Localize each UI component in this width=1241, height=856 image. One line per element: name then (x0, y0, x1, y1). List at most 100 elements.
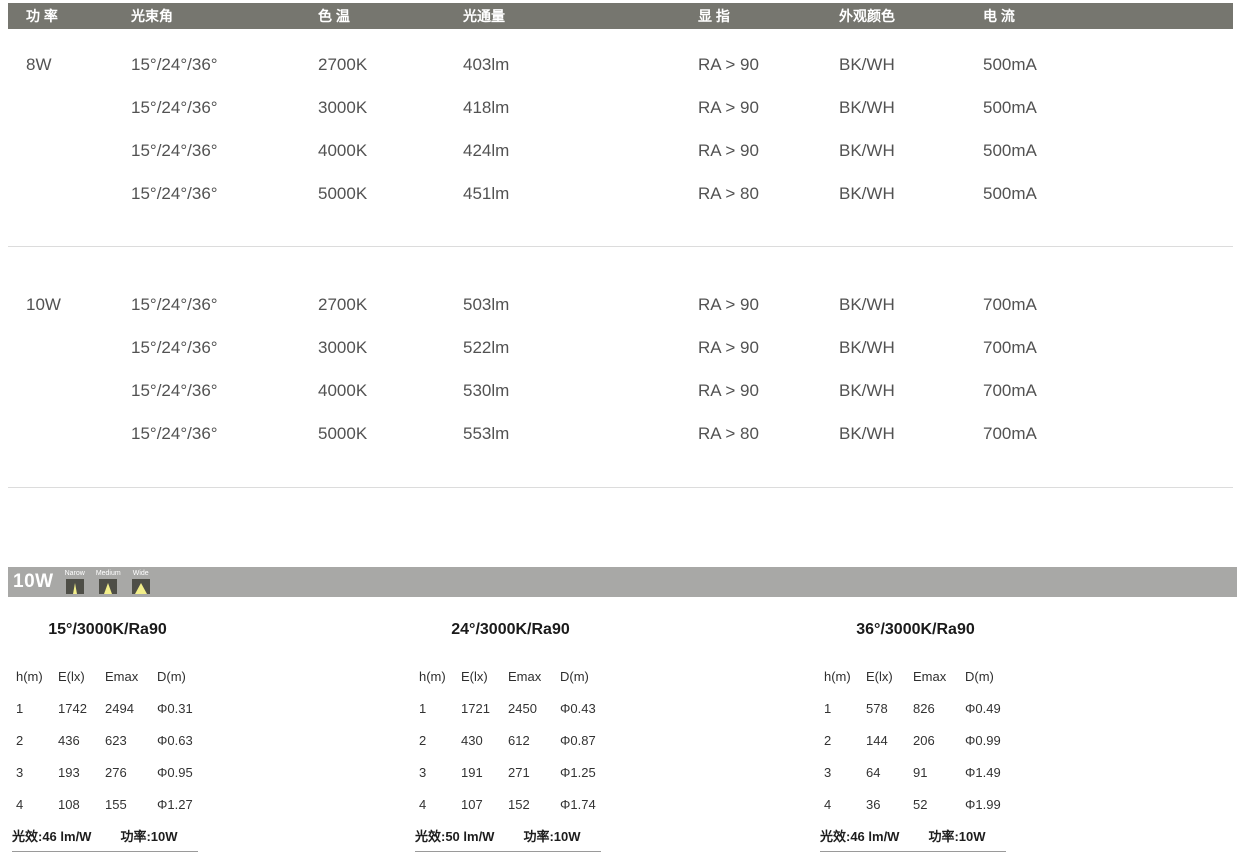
beam-angle-cell: 15°/24°/36° (131, 380, 218, 400)
table-row: 4 107 152 Φ1.74 (419, 796, 596, 812)
table-row: 15°/24°/36° 4000K 424lm RA > 90 BK/WH 50… (8, 129, 1233, 172)
header-h: h(m) (824, 668, 851, 684)
photometric-footer: 光效:46 lm/W 功率:10W (12, 820, 198, 852)
luminous-flux-cell: 530lm (463, 380, 510, 400)
header-d: D(m) (965, 668, 994, 684)
luminous-flux-cell: 451lm (463, 183, 510, 203)
header-appearance-color: 外观颜色 (839, 8, 895, 24)
power-value: 功率:10W (523, 829, 581, 844)
table-row: 4 36 52 Φ1.99 (824, 796, 1001, 812)
header-emax: Emax (913, 668, 947, 684)
wide-beam: Wide (131, 570, 150, 594)
current-cell: 700mA (983, 423, 1037, 443)
appearance-color-cell: BK/WH (839, 183, 895, 203)
photometric-header-row: h(m) E(lx) Emax D(m) (16, 660, 205, 692)
medium-beam-label: Medium (95, 570, 121, 577)
photometric-title: 36°/3000K/Ra90 (856, 621, 975, 638)
header-luminous-flux: 光通量 (463, 8, 505, 24)
luminous-flux-cell: 403lm (463, 54, 510, 74)
cri-cell: RA > 80 (698, 183, 759, 203)
beam-bar-power-label: 10W (13, 571, 54, 592)
table-row: 10W 15°/24°/36° 2700K 503lm RA > 90 BK/W… (8, 283, 1233, 326)
current-cell: 500mA (983, 97, 1037, 117)
appearance-color-cell: BK/WH (839, 423, 895, 443)
color-temp-cell: 2700K (318, 54, 368, 74)
header-emax: Emax (105, 668, 139, 684)
photometric-table-36deg: 36°/3000K/Ra90 h(m) E(lx) Emax D(m) 1 57… (818, 597, 1013, 852)
spec-table-header-row: 功 率 光束角 色 温 光通量 显 指 外观颜色 电 流 (8, 3, 1233, 29)
color-temp-cell: 3000K (318, 337, 368, 357)
color-temp-cell: 2700K (318, 294, 368, 314)
wide-beam-icon (131, 579, 150, 594)
color-temp-cell: 3000K (318, 97, 368, 117)
table-row: 2 436 623 Φ0.63 (16, 732, 193, 748)
table-row: 8W 15°/24°/36° 2700K 403lm RA > 90 BK/WH… (8, 43, 1233, 86)
header-d: D(m) (157, 668, 186, 684)
current-cell: 700mA (983, 294, 1037, 314)
narrow-beam: Narow (65, 570, 85, 594)
header-e: E(lx) (461, 668, 488, 684)
cri-cell: RA > 90 (698, 54, 759, 74)
efficacy-value: 光效:46 lm/W (12, 829, 92, 844)
header-power: 功 率 (26, 8, 58, 24)
cri-cell: RA > 90 (698, 97, 759, 117)
table-row: 3 193 276 Φ0.95 (16, 764, 193, 780)
spec-section-8w: 8W 15°/24°/36° 2700K 403lm RA > 90 BK/WH… (8, 29, 1233, 215)
luminous-flux-cell: 522lm (463, 337, 510, 357)
beam-angle-cell: 15°/24°/36° (131, 294, 218, 314)
power-label: 8W (26, 54, 52, 74)
luminous-flux-cell: 553lm (463, 423, 510, 443)
beam-type-bar: 10W Narow Medium Wide (8, 567, 1237, 597)
photometric-header-row: h(m) E(lx) Emax D(m) (824, 660, 1013, 692)
medium-beam-icon (99, 579, 118, 594)
current-cell: 500mA (983, 54, 1037, 74)
header-beam-angle: 光束角 (131, 8, 173, 24)
section-divider (8, 487, 1233, 488)
cri-cell: RA > 90 (698, 337, 759, 357)
photometric-table-15deg: 15°/3000K/Ra90 h(m) E(lx) Emax D(m) 1 17… (10, 597, 205, 852)
header-emax: Emax (508, 668, 542, 684)
luminous-flux-cell: 424lm (463, 140, 510, 160)
luminous-flux-cell: 503lm (463, 294, 510, 314)
photometric-header-row: h(m) E(lx) Emax D(m) (419, 660, 608, 692)
beam-angle-cell: 15°/24°/36° (131, 54, 218, 74)
cri-cell: RA > 90 (698, 380, 759, 400)
narrow-beam-icon (65, 579, 84, 594)
beam-angle-cell: 15°/24°/36° (131, 423, 218, 443)
section-divider (8, 246, 1233, 247)
table-row: 4 108 155 Φ1.27 (16, 796, 193, 812)
appearance-color-cell: BK/WH (839, 294, 895, 314)
medium-beam: Medium (96, 570, 121, 594)
wide-beam-label: Wide (132, 570, 149, 577)
photometric-footer: 光效:50 lm/W 功率:10W (415, 820, 601, 852)
table-row: 15°/24°/36° 3000K 418lm RA > 90 BK/WH 50… (8, 86, 1233, 129)
color-temp-cell: 4000K (318, 380, 368, 400)
spec-table: 功 率 光束角 色 温 光通量 显 指 外观颜色 电 流 8W 15°/24°/… (8, 3, 1233, 488)
table-row: 15°/24°/36° 5000K 451lm RA > 80 BK/WH 50… (8, 172, 1233, 215)
appearance-color-cell: BK/WH (839, 54, 895, 74)
color-temp-cell: 5000K (318, 183, 368, 203)
spec-section-10w: 10W 15°/24°/36° 2700K 503lm RA > 90 BK/W… (8, 247, 1233, 455)
beam-icons-group: Narow Medium Wide (65, 570, 150, 594)
header-e: E(lx) (58, 668, 85, 684)
efficacy-value: 光效:50 lm/W (415, 829, 495, 844)
header-current: 电 流 (983, 8, 1015, 24)
cri-cell: RA > 90 (698, 140, 759, 160)
current-cell: 500mA (983, 183, 1037, 203)
cri-cell: RA > 80 (698, 423, 759, 443)
table-row: 1 578 826 Φ0.49 (824, 700, 1001, 716)
table-row: 1 1721 2450 Φ0.43 (419, 700, 596, 716)
current-cell: 500mA (983, 140, 1037, 160)
header-e: E(lx) (866, 668, 893, 684)
photometric-footer: 光效:46 lm/W 功率:10W (820, 820, 1006, 852)
header-h: h(m) (419, 668, 446, 684)
photometric-title: 24°/3000K/Ra90 (451, 621, 570, 638)
current-cell: 700mA (983, 380, 1037, 400)
color-temp-cell: 4000K (318, 140, 368, 160)
photometric-title: 15°/3000K/Ra90 (48, 621, 167, 638)
power-value: 功率:10W (928, 829, 986, 844)
table-row: 1 1742 2494 Φ0.31 (16, 700, 193, 716)
table-row: 3 64 91 Φ1.49 (824, 764, 1001, 780)
power-value: 功率:10W (120, 829, 178, 844)
power-label: 10W (26, 294, 61, 314)
